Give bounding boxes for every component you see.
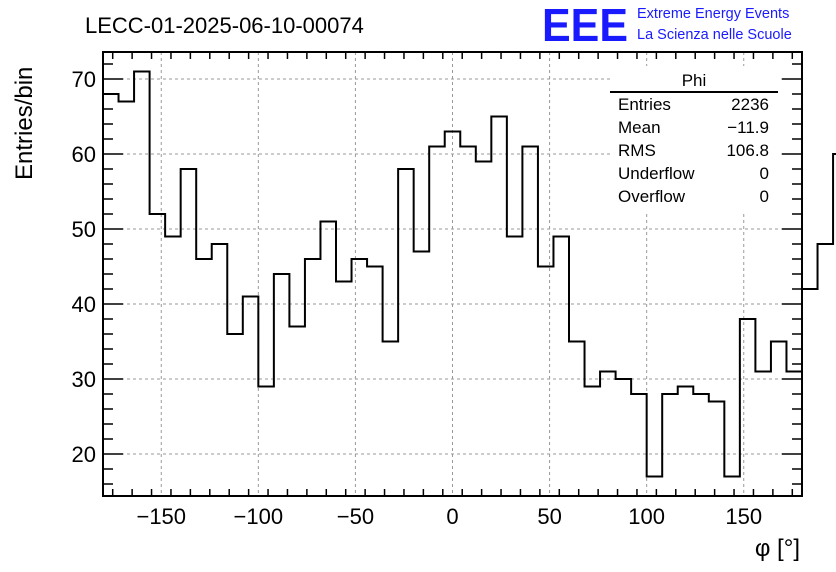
x-tick-label: 50 (537, 504, 561, 529)
x-axis-title: φ [°] (755, 535, 800, 562)
y-axis-title: Entries/bin (11, 67, 38, 180)
x-tick-label: 0 (446, 504, 458, 529)
stats-underflow-value: 0 (760, 164, 769, 183)
eee-logo-mark: EEE (542, 0, 628, 51)
y-tick-label: 20 (72, 442, 96, 467)
x-tick-label: −50 (337, 504, 374, 529)
eee-logo-line2: La Scienza nelle Scuole (637, 27, 792, 43)
axis-ticks (103, 52, 802, 496)
stats-rms-value: 106.8 (726, 141, 769, 160)
stats-entries-label: Entries (618, 95, 671, 114)
x-tick-label: 150 (725, 504, 762, 529)
x-tick-label: −100 (234, 504, 284, 529)
stats-entries-value: 2236 (731, 95, 769, 114)
histogram-outline (103, 70, 836, 478)
grid-lines (103, 52, 802, 496)
stats-underflow-label: Underflow (618, 164, 695, 183)
y-tick-label: 40 (72, 292, 96, 317)
tick-labels: −150 −100 −50 0 50 100 150 20 30 40 50 60 70 (72, 67, 763, 529)
stats-box: Phi Entries 2236 Mean −11.9 RMS 106.8 Un… (610, 66, 778, 211)
stats-rms-label: RMS (618, 141, 656, 160)
stats-title: Phi (682, 71, 707, 90)
y-tick-label: 70 (72, 67, 96, 92)
y-tick-label: 30 (72, 367, 96, 392)
stats-overflow-label: Overflow (618, 187, 686, 206)
eee-logo: EEE Extreme Energy Events La Scienza nel… (542, 0, 792, 51)
y-tick-label: 60 (72, 142, 96, 167)
x-tick-label: 100 (628, 504, 665, 529)
chart-title: LECC-01-2025-06-10-00074 (85, 13, 364, 38)
stats-overflow-value: 0 (760, 187, 769, 206)
eee-logo-line1: Extreme Energy Events (637, 6, 789, 22)
x-tick-label: −150 (136, 504, 186, 529)
y-tick-label: 50 (72, 217, 96, 242)
stats-mean-value: −11.9 (727, 118, 769, 137)
stats-mean-label: Mean (618, 118, 661, 137)
